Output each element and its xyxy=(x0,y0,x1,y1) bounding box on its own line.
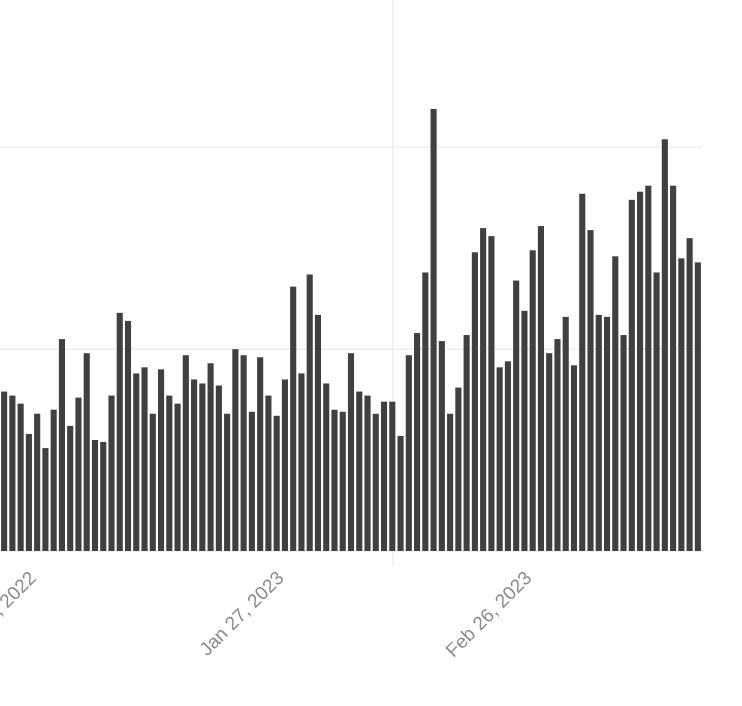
bar xyxy=(9,395,16,551)
bar xyxy=(347,353,355,551)
bar xyxy=(91,439,99,551)
bar xyxy=(603,316,611,551)
bar xyxy=(488,236,495,551)
bar xyxy=(257,357,264,551)
bar xyxy=(380,401,388,551)
bar xyxy=(612,256,619,551)
bar xyxy=(694,262,701,551)
bar xyxy=(75,397,82,551)
x-tick-label: Dec 28, 2022 xyxy=(0,568,41,663)
bar xyxy=(595,314,602,551)
bar xyxy=(339,411,346,551)
bar xyxy=(587,230,594,552)
bar xyxy=(372,413,379,551)
bar xyxy=(686,238,693,551)
bar xyxy=(661,139,668,551)
bar xyxy=(124,320,132,551)
bar xyxy=(653,272,660,551)
bar xyxy=(290,286,297,551)
bar xyxy=(34,413,41,551)
bar xyxy=(537,226,545,552)
bar xyxy=(389,401,396,551)
bar xyxy=(414,333,421,551)
bar xyxy=(191,379,198,551)
bar xyxy=(480,228,487,552)
bar xyxy=(224,413,231,551)
bar xyxy=(174,403,181,551)
bar xyxy=(397,435,404,551)
bar xyxy=(496,367,503,551)
x-tick-label: Feb 26, 2023 xyxy=(442,568,536,662)
bar xyxy=(637,191,644,551)
bar xyxy=(42,448,49,551)
bar xyxy=(471,252,478,552)
bar xyxy=(273,415,280,551)
bar xyxy=(265,395,272,551)
bar xyxy=(199,383,206,551)
bar xyxy=(1,391,8,551)
bar xyxy=(207,363,214,551)
bar xyxy=(240,355,247,551)
bar xyxy=(141,367,148,551)
bar xyxy=(455,387,462,551)
bar xyxy=(306,274,313,551)
bar xyxy=(100,442,107,551)
bar xyxy=(157,369,165,551)
bar xyxy=(67,425,74,551)
bar xyxy=(562,316,569,551)
bar xyxy=(529,250,536,551)
bar xyxy=(25,433,32,551)
bar xyxy=(17,403,24,551)
bar xyxy=(579,193,586,551)
bar xyxy=(248,411,255,551)
bar xyxy=(405,355,412,551)
bar xyxy=(331,409,338,551)
bar xyxy=(356,391,363,551)
bar xyxy=(504,361,511,551)
bar xyxy=(678,258,685,551)
bar xyxy=(430,108,437,551)
bar xyxy=(133,373,140,551)
bar xyxy=(314,314,322,551)
bar xyxy=(670,185,677,551)
bar xyxy=(546,353,553,551)
bar xyxy=(149,413,156,551)
bar xyxy=(554,339,561,551)
bar xyxy=(323,383,330,551)
bar xyxy=(281,379,288,551)
bar xyxy=(50,409,57,551)
bar xyxy=(438,341,445,551)
bar xyxy=(570,365,578,551)
bar xyxy=(108,395,115,551)
bar xyxy=(422,272,429,551)
bar xyxy=(447,413,454,551)
bar xyxy=(463,335,470,551)
bar xyxy=(620,335,627,551)
bar xyxy=(215,385,222,551)
bar xyxy=(364,395,371,551)
bar xyxy=(513,280,520,551)
x-tick-label: Jan 27, 2023 xyxy=(196,568,289,661)
bar xyxy=(116,312,123,551)
bar xyxy=(232,349,239,551)
bar xyxy=(83,353,90,551)
bar xyxy=(298,373,305,551)
bar xyxy=(58,339,65,551)
bar xyxy=(182,355,189,551)
bar xyxy=(521,310,528,551)
bar xyxy=(628,199,635,552)
bar xyxy=(166,395,173,551)
bar xyxy=(645,185,652,551)
